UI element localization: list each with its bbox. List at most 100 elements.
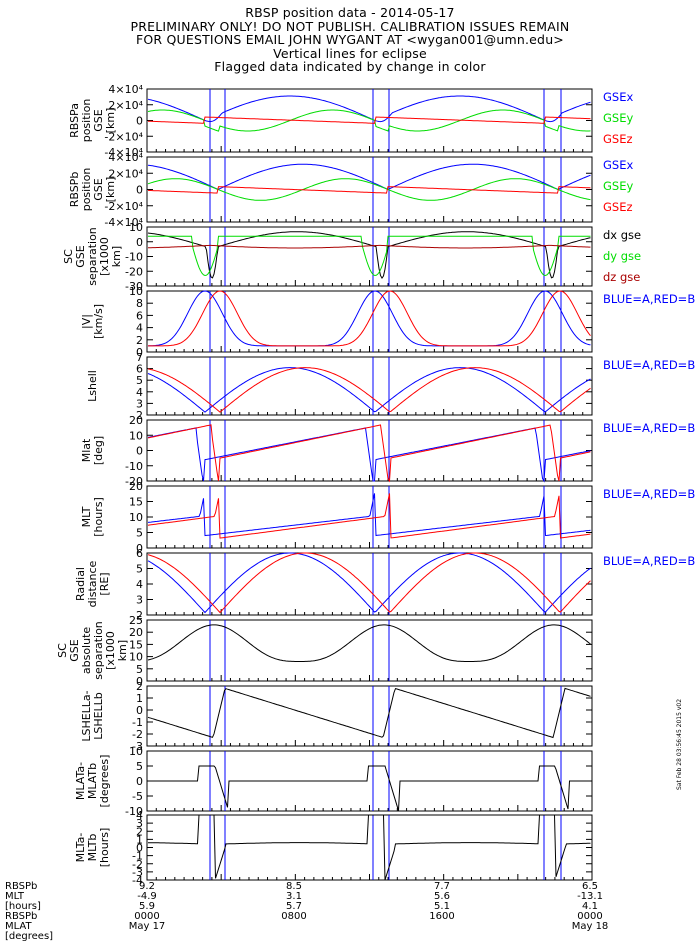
legend-entry: GSEz: [603, 132, 633, 146]
contact-line: FOR QUESTIONS EMAIL JOHN WYGANT AT <wyga…: [135, 32, 564, 47]
legend-entry: GSEx: [603, 90, 633, 104]
y-axis-title: |V| [km/s]: [80, 304, 105, 339]
y-tick-label: -10: [125, 251, 143, 264]
legend-entry: GSEy: [603, 179, 633, 193]
y-axis-title-part: GSE: [74, 245, 87, 268]
y-axis-title-part: Lshell: [86, 370, 99, 402]
y-tick-label: 0: [136, 842, 143, 855]
panel-6: 20 10 0 -10 -20 Mlat [deg] BLUE=A,RED=B: [80, 414, 695, 488]
y-tick-label: 10: [129, 651, 143, 664]
y-tick-label: 7: [136, 351, 143, 364]
y-axis-title-part: distance: [86, 560, 99, 607]
y-tick-label: 2: [136, 334, 143, 347]
panel-10: 210-1-2-3 LSHELLa- LSHELLb: [80, 680, 593, 753]
y-tick-label: 4: [136, 322, 143, 335]
y-tick-label: 6: [136, 547, 143, 560]
legend-entry: GSEy: [603, 111, 633, 125]
y-tick-label: 0: [136, 445, 143, 458]
y-axis-title-part: position: [80, 99, 93, 143]
y-tick-label: -4×10⁴: [104, 146, 143, 159]
y-tick-label: 5: [136, 374, 143, 387]
y-tick-label: 0: [136, 236, 143, 249]
y-axis-title: Radial distance [RE]: [74, 560, 111, 607]
legend-entry: GSEx: [603, 158, 633, 172]
y-axis-title-part: RBSPa: [68, 103, 81, 138]
y-tick-label: 2: [136, 409, 143, 422]
y-axis-title-part: GSE: [92, 109, 105, 132]
y-tick-label: 10: [129, 429, 143, 442]
y-axis-title-part: Radial: [74, 567, 87, 601]
y-axis-title-part: MLTa-: [74, 833, 87, 863]
y-axis-title-part: SC: [56, 643, 69, 658]
series-line: [148, 116, 591, 124]
y-tick-label: 0: [136, 542, 143, 555]
y-tick-label: 10: [129, 285, 143, 298]
legend-entry: BLUE=A,RED=B: [603, 292, 695, 306]
legend-entry: dx gse: [603, 228, 641, 242]
series-line: [147, 624, 591, 662]
y-axis-title-part: km]: [116, 640, 129, 661]
series-line: [147, 178, 591, 201]
y-tick-label: 0: [136, 775, 143, 788]
y-tick-label: 4×10⁴: [108, 151, 143, 164]
panel-11: 10 5 0 -5 -10 MLATa- MLATb [degrees]: [74, 745, 593, 818]
y-tick-label: 2: [136, 825, 143, 838]
y-axis-title: Lshell: [86, 370, 99, 402]
y-tick-label: 3: [136, 594, 143, 607]
y-axis-title-part: [degrees]: [98, 755, 111, 808]
series-line: [148, 765, 591, 811]
y-tick-label: -20: [125, 475, 143, 488]
y-axis-title-part: GSE: [68, 639, 81, 662]
series-line: [148, 814, 591, 881]
y-tick-label: -4: [132, 874, 143, 887]
y-tick-label: -2×10⁴: [104, 130, 143, 143]
y-tick-label: 2: [136, 680, 143, 693]
series-line: [147, 367, 591, 413]
y-tick-label: 5: [136, 527, 143, 540]
chart-title: RBSP position data - 2014-05-17: [245, 5, 455, 20]
panel-2: 4×10⁴ 2×10⁴ 0 -2×10⁴ -4×10⁴ RBSPb position GSE[…: [68, 151, 633, 229]
y-tick-label: 10: [129, 221, 143, 234]
y-axis-title: LSHELLa- LSHELLb: [80, 690, 105, 741]
y-axis-title-part: RBSPb: [68, 172, 81, 208]
y-axis-title-part: [RE]: [98, 572, 111, 595]
series-line: [147, 231, 591, 280]
y-tick-label: 20: [129, 626, 143, 639]
y-tick-label: 3: [136, 817, 143, 830]
panel-frame: [146, 290, 593, 353]
flag-note: Flagged data indicated by change in colo…: [214, 59, 486, 74]
y-tick-label: 5: [136, 663, 143, 676]
y-tick-label: -1: [132, 716, 143, 729]
credit-text: Sat Feb 28 03:56:45 2015 v02: [676, 698, 683, 790]
y-axis-title-part: position: [80, 168, 93, 212]
series-line: [147, 552, 591, 614]
y-axis-title-part: MLT: [80, 506, 93, 527]
y-tick-label: 6: [136, 363, 143, 376]
y-tick-label: -5: [132, 790, 143, 803]
legend-entry: dy gse: [603, 249, 641, 263]
series-line: [147, 424, 591, 483]
y-tick-label: -10: [125, 805, 143, 818]
y-axis-title-part: [km]: [104, 108, 117, 134]
y-tick-label: 0: [136, 184, 143, 197]
series-line: [147, 367, 591, 413]
series-line: [147, 552, 591, 614]
series-line: [148, 235, 591, 277]
series-line: [147, 493, 591, 539]
y-axis-title-part: km]: [110, 246, 123, 267]
y-tick-label: 4: [136, 578, 143, 591]
y-axis-title-part: separation: [86, 227, 99, 286]
chart-header: RBSP position data - 2014-05-17 PRELIMIN…: [0, 6, 700, 74]
y-tick-label: 1: [136, 692, 143, 705]
y-axis-title: RBSPb position GSE [km]: [68, 168, 117, 212]
y-tick-label: -10: [125, 460, 143, 473]
y-tick-label: -2: [132, 858, 143, 871]
y-tick-label: 4: [136, 809, 143, 822]
panel-8: 6 5 4 3 2 Radial distance [RE] BLUE=A,RED=B: [74, 547, 695, 622]
y-tick-label: 15: [129, 496, 143, 509]
y-axis-title-part: separation: [92, 621, 105, 680]
panel-frame: [146, 156, 593, 223]
